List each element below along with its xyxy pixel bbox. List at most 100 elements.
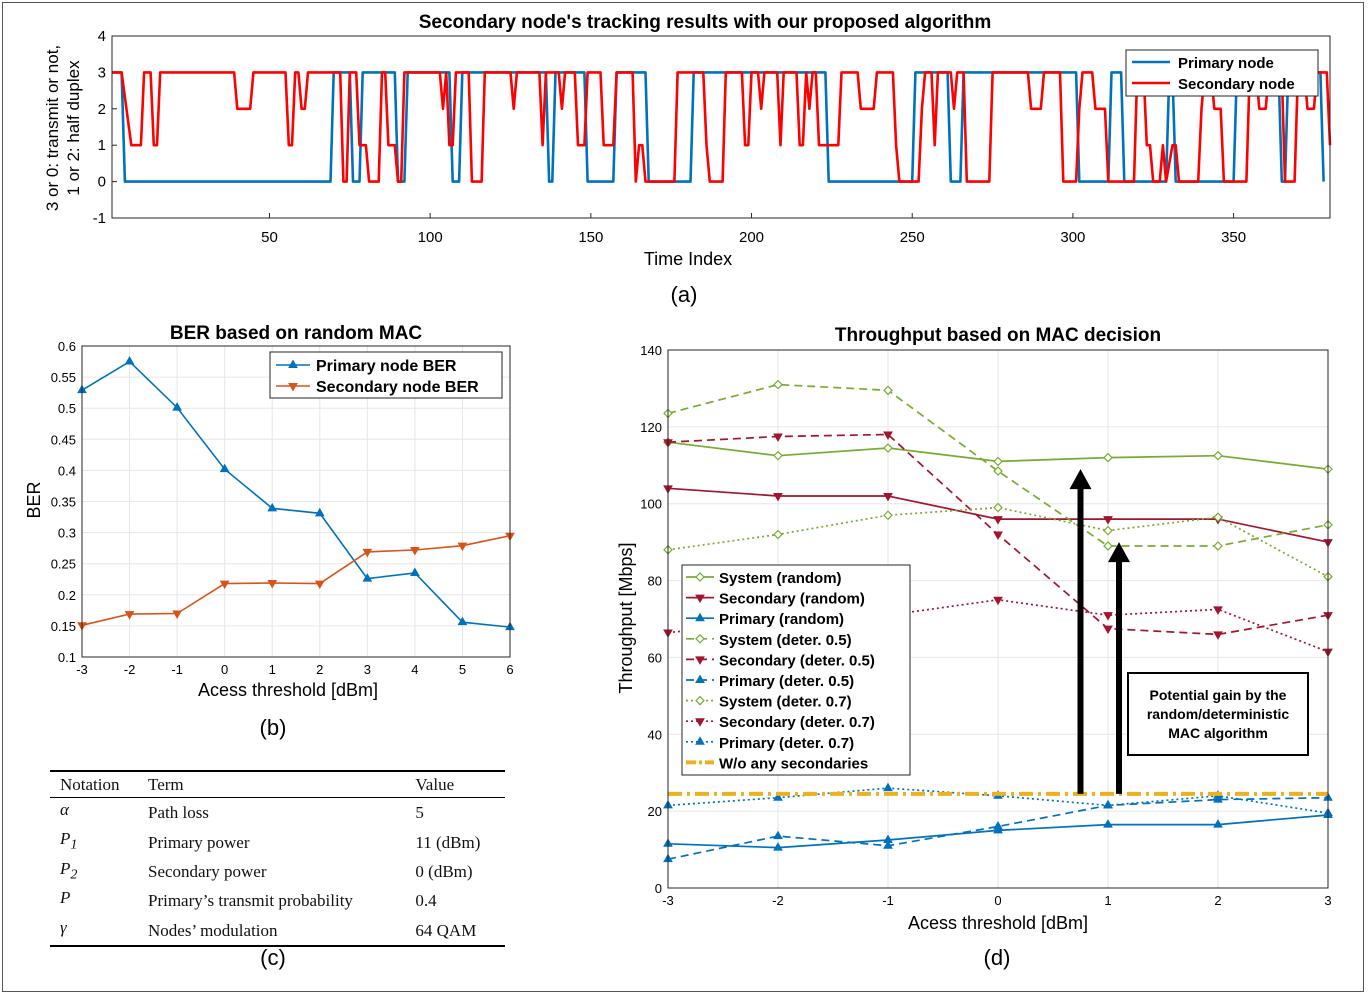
- data-point-primary-ber: [410, 567, 420, 577]
- legend-marker: [695, 656, 705, 665]
- chart-b-plot: 0.1 0.15 0.2 0.25 0.3 0.35 0.4 0.45 0.5 0.55 0.6 -3…: [51, 339, 515, 677]
- series-primary-random-point: [1103, 819, 1113, 828]
- x-tick-label: -2: [772, 893, 784, 908]
- series-line-secondary: [112, 71, 1332, 183]
- annotation-text: Potential gain by the: [1150, 687, 1287, 703]
- legend-marker: [695, 594, 705, 604]
- value: 5: [415, 803, 424, 823]
- data-point-secondary-ber: [362, 548, 373, 558]
- legend-box: [1125, 49, 1319, 97]
- chart-a-axes-box: [111, 35, 1331, 219]
- value: 0.4: [415, 891, 437, 911]
- series-system-deter-0-7-point: [773, 529, 783, 540]
- series-primary-deter-0-7-point: [1103, 799, 1113, 809]
- legend-marker: [288, 359, 298, 368]
- x-tick-label: 4: [411, 662, 418, 677]
- symbol: P: [60, 888, 71, 908]
- chart-a-legend: Primary node Secondary node: [1125, 49, 1319, 97]
- caption-b: (b): [260, 715, 287, 740]
- x-tick-label: 2: [1214, 893, 1221, 908]
- data-point-secondary-ber: [410, 547, 420, 556]
- legend-marker: [695, 572, 705, 582]
- y-tick-label: 0: [98, 174, 106, 191]
- series-secondary-deter-0-5-point: [773, 433, 783, 442]
- chart-b-ylabel: BER: [24, 481, 44, 518]
- series-secondary-deter-0-5-point: [993, 531, 1003, 540]
- caption-c: (c): [260, 945, 286, 970]
- series-secondary-random-point: [883, 493, 893, 502]
- data-point-secondary-ber: [124, 611, 135, 620]
- gain-arrow-head: [1069, 469, 1092, 490]
- x-tick-label: 3: [364, 662, 371, 677]
- x-tick-label: 2: [316, 662, 323, 677]
- y-tick-label: 20: [648, 804, 662, 819]
- y-tick-label: 120: [640, 420, 662, 435]
- chart-b-title: BER based on random MAC: [170, 323, 423, 344]
- y-tick-label: 2: [98, 101, 106, 118]
- y-tick-label: 0: [655, 881, 662, 896]
- chart-d-plot: 0 20 40 60 80 100 120 140 -3 -2 -1 0 1 2 3 Potential ga…: [640, 343, 1333, 908]
- data-point-secondary-ber: [314, 580, 325, 590]
- table-row: P Primary’s transmit probability 0.4: [50, 886, 505, 915]
- value: 64 QAM: [405, 915, 505, 947]
- y-tick-label: 0.45: [51, 432, 76, 447]
- x-tick-label: -3: [76, 662, 88, 677]
- legend-label: Secondary (deter. 0.7): [719, 714, 875, 731]
- series-system-deter-0-5-point: [883, 385, 893, 396]
- series-system-random-point: [1213, 450, 1223, 461]
- term: Primary power: [148, 832, 250, 852]
- x-tick-label: 5: [459, 662, 466, 677]
- series-primary-deter-0-7-point: [883, 782, 893, 792]
- legend-box: [269, 351, 503, 399]
- series-primary-deter-0-5-point: [993, 821, 1003, 830]
- data-point-secondary-ber: [457, 542, 468, 552]
- legend-marker: [695, 736, 705, 745]
- legend-label: System (deter. 0.5): [719, 632, 852, 649]
- y-tick-label: 0.5: [58, 401, 76, 416]
- series-secondary-deter-0-5-point: [1213, 631, 1223, 640]
- y-tick-label: 0.1: [58, 650, 76, 665]
- series-secondary-random-point: [1103, 516, 1113, 525]
- y-tick-label: 0.15: [51, 619, 76, 634]
- x-tick-label: 0: [994, 893, 1001, 908]
- x-tick-label: -1: [171, 662, 183, 677]
- y-tick-label: 0.3: [58, 526, 76, 541]
- series-secondary-deter-0-5-point: [883, 431, 893, 441]
- series-line-secondary-ber: [81, 534, 511, 627]
- legend-label: System (random): [719, 570, 842, 587]
- series-secondary-random-point: [773, 493, 783, 502]
- y-tick-label: 3: [98, 64, 106, 81]
- series-system-deter-0-5-point: [1103, 541, 1113, 551]
- legend-label: Primary (random): [719, 611, 844, 628]
- x-tick-label: 0: [221, 662, 228, 677]
- term: Path loss: [148, 803, 209, 823]
- series-system-random-point: [883, 443, 893, 453]
- y-tick-label: 4: [98, 28, 106, 45]
- y-tick-label: 140: [640, 343, 662, 358]
- data-point-primary-ber: [172, 402, 182, 411]
- symbol-subscript: 2: [70, 866, 78, 883]
- data-point-primary-ber: [457, 616, 468, 626]
- y-tick-label: 0.6: [58, 339, 76, 354]
- legend-marker: [695, 695, 705, 706]
- data-point-secondary-ber: [267, 579, 278, 589]
- x-tick-label: 150: [578, 229, 603, 246]
- chart-a-plot: -1 0 1 2 3 4 50 100 150 200 250 300 350 Primary node S…: [93, 28, 1332, 246]
- series-secondary-deter-0-7-point: [1103, 612, 1113, 621]
- series-secondary-random-point: [993, 516, 1003, 525]
- legend-marker: [695, 718, 705, 727]
- y-tick-label: -1: [93, 210, 106, 227]
- table-row: P2 Secondary power 0 (dBm): [50, 857, 505, 886]
- caption-d: (d): [984, 945, 1011, 970]
- series-system-random-point: [1103, 452, 1113, 463]
- series-system-deter-0-5-point: [1213, 541, 1223, 551]
- y-tick-label: 0.35: [51, 495, 76, 510]
- data-point-primary-ber: [314, 507, 325, 517]
- legend-label: Primary node BER: [316, 358, 457, 375]
- chart-b-legend: Primary node BER Secondary node BER: [269, 351, 503, 399]
- series-line-primary-ber: [81, 360, 511, 628]
- x-tick-label: -1: [882, 893, 894, 908]
- chart-a-xlabel: Time Index: [644, 249, 732, 269]
- data-point-primary-ber: [362, 573, 373, 582]
